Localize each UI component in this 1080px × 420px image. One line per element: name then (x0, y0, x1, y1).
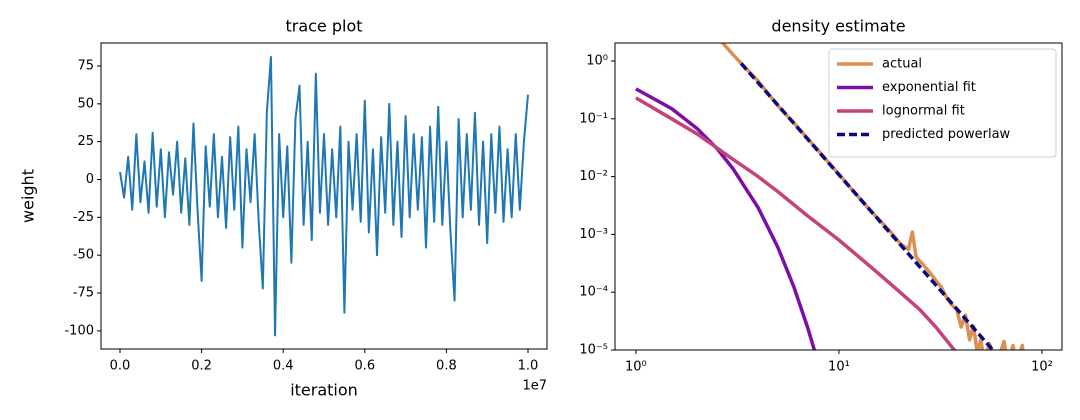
series-line (119, 55, 529, 337)
legend-label: lognormal fit (882, 104, 965, 119)
x-tick-label: 0.2 (191, 359, 212, 374)
axes-title: trace plot (285, 17, 362, 36)
legend-label: predicted powerlaw (882, 127, 1011, 142)
legend-label: actual (882, 57, 922, 72)
x-tick-label: 0.8 (436, 359, 457, 374)
y-axis-label: weight (19, 169, 38, 223)
legend-box (828, 48, 1057, 158)
y-tick-label: 10⁻⁵ (579, 343, 608, 358)
y-tick-label: 10⁻¹ (579, 111, 608, 126)
x-offset-label: 1e7 (522, 379, 547, 394)
legend-label: exponential fit (882, 80, 976, 95)
y-tick-label: 10⁻³ (579, 227, 608, 242)
plot-area (635, 43, 1025, 350)
x-tick-label: 10² (1031, 360, 1053, 375)
series-line (635, 87, 817, 350)
plot-area (119, 55, 529, 337)
x-tick-label: 0.0 (110, 359, 131, 374)
y-tick-label: 50 (77, 96, 94, 111)
axes-frame (614, 42, 1063, 351)
y-tick-label: 0 (86, 172, 94, 187)
x-axis-label: iteration (290, 381, 358, 400)
y-tick-label: 10⁰ (586, 54, 608, 69)
y-tick-label: -50 (73, 248, 94, 263)
x-tick-label: 1.0 (518, 359, 539, 374)
axes-title: density estimate (771, 17, 905, 36)
x-tick-label: 0.6 (354, 359, 375, 374)
x-tick-label: 10⁰ (625, 360, 647, 375)
y-tick-label: 25 (77, 134, 94, 149)
y-tick-label: -75 (73, 286, 94, 301)
x-tick-label: 0.4 (273, 359, 294, 374)
series-line (635, 96, 957, 350)
x-tick-label: 10¹ (828, 360, 850, 375)
y-tick-label: 10⁻² (579, 169, 608, 184)
y-tick-label: -100 (64, 323, 94, 338)
y-tick-label: 10⁻⁴ (579, 285, 608, 300)
axes-frame (100, 42, 548, 350)
series-line (739, 62, 996, 350)
y-tick-label: 75 (77, 59, 94, 74)
y-tick-label: -25 (73, 210, 94, 225)
